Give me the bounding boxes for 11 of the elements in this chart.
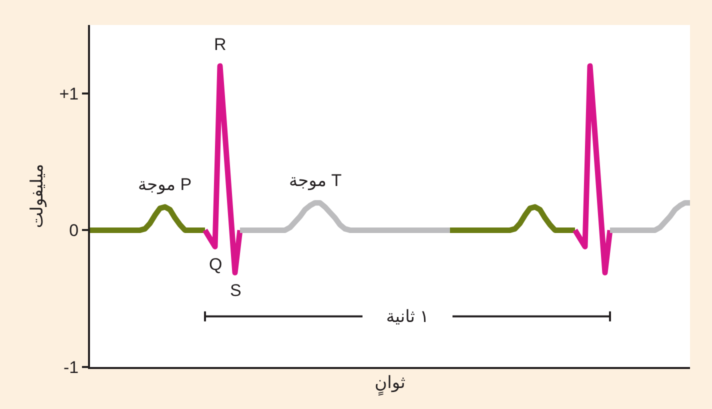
y-tick-label: -1 [63, 358, 79, 377]
annotation: S [230, 281, 242, 300]
annotation: موجة P [138, 175, 192, 195]
y-tick-label: 0 [69, 221, 79, 240]
annotation: Q [209, 255, 222, 274]
ref-line-label: ١ ثانية [386, 307, 429, 326]
annotation: R [214, 35, 226, 54]
annotation: موجة T [289, 171, 342, 191]
y-tick-label: +1 [59, 84, 79, 104]
y-axis-title: ميليفولت [27, 164, 48, 228]
x-axis-title: ثوانٍ [374, 372, 406, 397]
